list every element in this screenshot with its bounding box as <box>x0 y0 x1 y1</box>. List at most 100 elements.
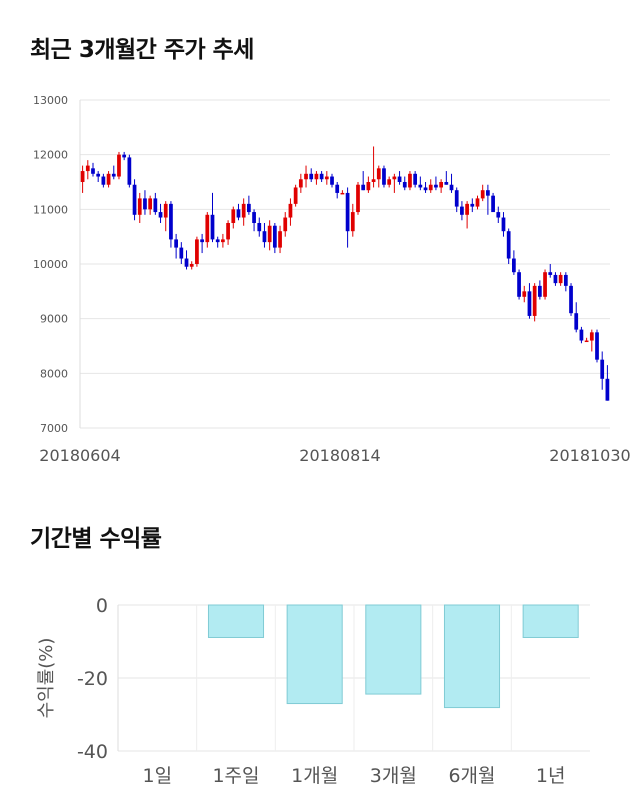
candle-body <box>132 184 137 215</box>
candle <box>143 190 147 215</box>
candle-body <box>595 332 599 360</box>
candle-body <box>449 184 454 191</box>
candle <box>80 165 85 193</box>
candle-body <box>288 203 293 218</box>
candle <box>548 264 553 278</box>
candle <box>506 228 511 264</box>
candle-body <box>221 239 225 243</box>
candle-body <box>169 203 173 240</box>
candle-y-tick-label: 9000 <box>40 313 68 326</box>
candle-body <box>85 165 90 172</box>
candle <box>111 165 116 180</box>
candle-body <box>589 332 594 341</box>
candle-body <box>387 179 392 185</box>
candle <box>574 302 579 333</box>
candle <box>324 171 329 185</box>
candle <box>226 220 230 245</box>
candle-body <box>371 179 376 182</box>
returns-x-tick-label: 1주일 <box>212 765 259 787</box>
candle-y-tick-label: 12000 <box>33 149 68 162</box>
candle <box>517 269 521 300</box>
candle-body <box>408 173 412 188</box>
candle <box>496 206 501 223</box>
candle-body <box>148 198 153 210</box>
candle-body <box>584 340 589 343</box>
candle-body <box>241 203 246 218</box>
candle-body <box>418 184 423 188</box>
candle-body <box>537 285 542 297</box>
candle-body <box>262 231 267 243</box>
returns-x-tick-label: 1일 <box>143 765 173 787</box>
candle <box>309 168 314 182</box>
candle <box>376 165 381 188</box>
candle-body <box>205 214 210 243</box>
candle <box>366 176 371 193</box>
candle-body <box>335 184 340 193</box>
candle-body <box>340 192 345 195</box>
candle-body <box>91 168 95 174</box>
candlestick-chart: 13000 12000 11000 10000 9000 8000 7000 2018060… <box>33 94 631 465</box>
returns-bar <box>443 604 501 709</box>
candle-body <box>117 154 121 177</box>
candle <box>304 165 308 188</box>
candle <box>543 269 547 300</box>
candle <box>293 184 298 207</box>
candle <box>558 272 563 286</box>
candle <box>247 195 251 215</box>
candle-body <box>200 239 204 243</box>
candle <box>252 209 256 232</box>
candle <box>272 223 277 254</box>
candle-body <box>247 203 251 213</box>
candle <box>387 176 392 188</box>
candle <box>527 283 532 319</box>
price-trend-title: 최근 3개월간 주가 추세 <box>30 37 254 63</box>
candle <box>283 212 288 237</box>
candle <box>96 171 101 182</box>
candle-body <box>491 195 495 213</box>
candle <box>345 187 350 248</box>
candle <box>241 198 246 226</box>
candle-body <box>558 274 563 284</box>
returns-y-tick-label: -20 <box>77 668 108 690</box>
candle <box>356 182 360 215</box>
candle <box>189 261 194 270</box>
candle-body <box>543 272 547 297</box>
candle-body <box>163 203 168 218</box>
candle-body <box>314 173 319 180</box>
candle-body <box>600 359 605 379</box>
candle-body <box>158 212 163 218</box>
candle-body <box>480 190 485 199</box>
candle-body <box>101 176 106 185</box>
candle <box>257 217 262 237</box>
candle-y-tick-label: 11000 <box>33 203 68 216</box>
returns-x-tick-label: 1개월 <box>291 765 338 787</box>
candle-body <box>605 378 610 401</box>
candle-body <box>470 203 475 207</box>
candle-body <box>428 184 433 191</box>
candle <box>137 192 142 223</box>
candle-y-tick-label: 10000 <box>33 258 68 271</box>
candle <box>169 201 173 248</box>
candle <box>298 173 303 193</box>
returns-x-tick-label: 6개월 <box>448 765 495 787</box>
candle-body <box>350 212 355 232</box>
candle-body <box>475 198 480 207</box>
candle-body <box>283 217 288 232</box>
candle <box>184 250 189 270</box>
candle <box>278 225 282 254</box>
candle <box>537 280 542 300</box>
candle-body <box>174 239 178 248</box>
candle-body <box>563 274 568 286</box>
candle <box>122 151 127 161</box>
returns-x-tick-label: 3개월 <box>370 765 417 787</box>
candle-body <box>574 313 579 330</box>
candle <box>428 179 433 193</box>
candle <box>491 192 495 213</box>
candle-body <box>465 203 469 215</box>
candle <box>335 182 340 199</box>
candle-body <box>356 184 360 213</box>
candle <box>465 201 469 229</box>
candle <box>434 176 438 191</box>
candle-body <box>392 176 397 180</box>
candle <box>231 206 236 229</box>
